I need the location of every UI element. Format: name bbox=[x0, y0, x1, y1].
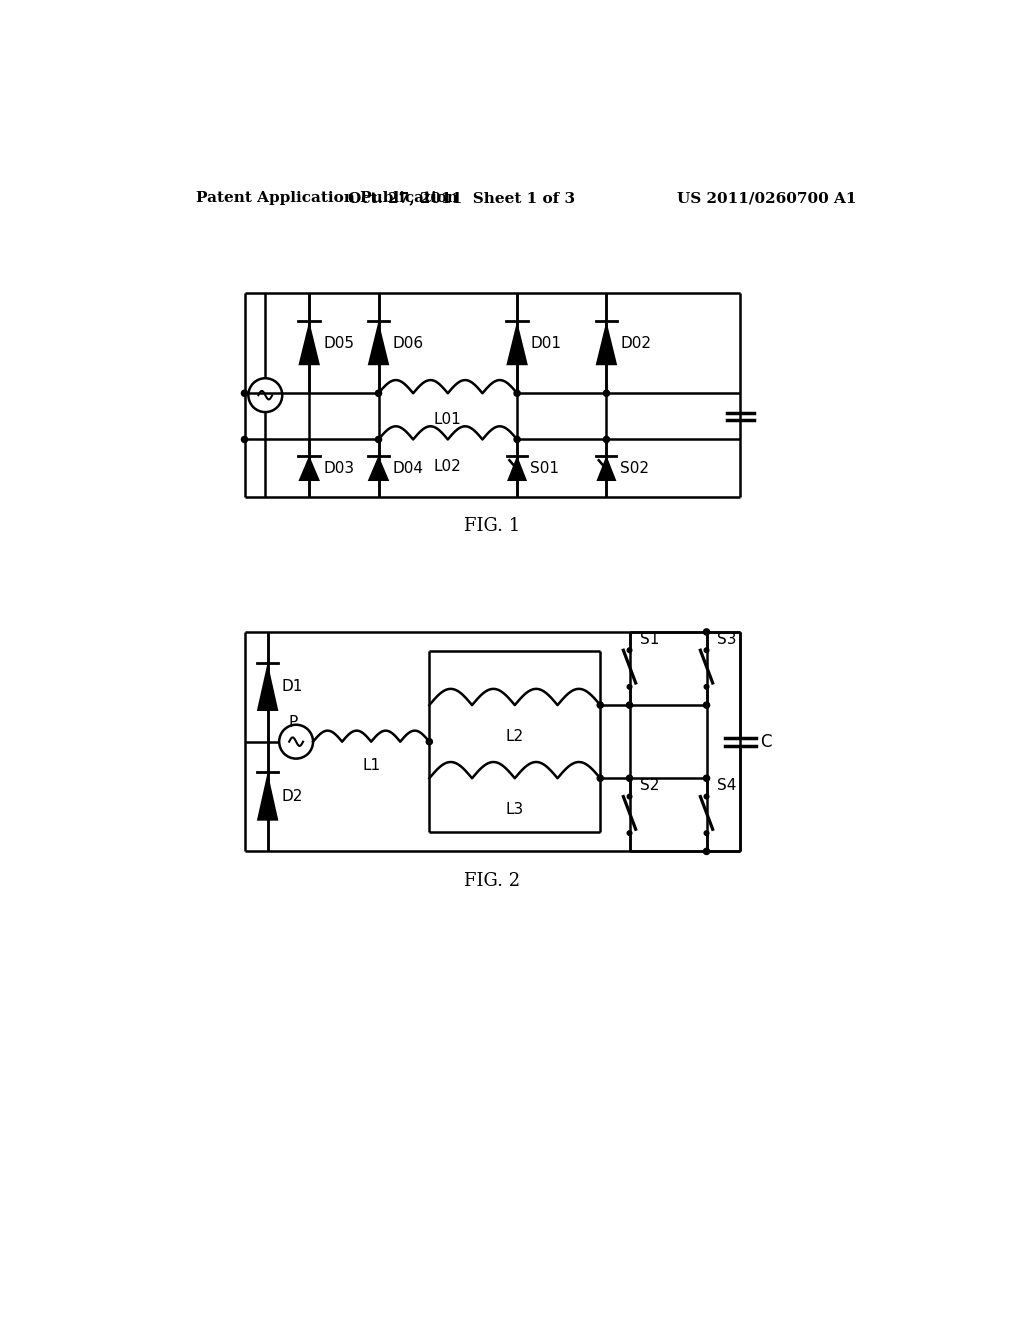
Text: D01: D01 bbox=[531, 335, 562, 351]
Polygon shape bbox=[368, 321, 389, 366]
Text: US 2011/0260700 A1: US 2011/0260700 A1 bbox=[677, 191, 857, 206]
Polygon shape bbox=[298, 455, 319, 480]
Text: D06: D06 bbox=[392, 335, 424, 351]
Circle shape bbox=[703, 702, 710, 709]
Text: FIG. 1: FIG. 1 bbox=[464, 517, 520, 536]
Text: S4: S4 bbox=[717, 779, 736, 793]
Circle shape bbox=[597, 702, 603, 709]
Circle shape bbox=[628, 685, 632, 689]
Text: Oct. 27, 2011  Sheet 1 of 3: Oct. 27, 2011 Sheet 1 of 3 bbox=[348, 191, 575, 206]
Polygon shape bbox=[506, 321, 528, 366]
Text: FIG. 2: FIG. 2 bbox=[465, 871, 520, 890]
Polygon shape bbox=[257, 772, 279, 821]
Circle shape bbox=[705, 830, 709, 836]
Text: L2: L2 bbox=[506, 729, 524, 743]
Circle shape bbox=[703, 775, 710, 781]
Circle shape bbox=[242, 391, 248, 396]
Circle shape bbox=[514, 437, 520, 442]
Circle shape bbox=[628, 648, 632, 652]
Circle shape bbox=[627, 775, 633, 781]
Text: D05: D05 bbox=[323, 335, 354, 351]
Text: D03: D03 bbox=[323, 461, 354, 475]
Circle shape bbox=[703, 628, 710, 635]
Text: L3: L3 bbox=[506, 801, 524, 817]
Circle shape bbox=[603, 391, 609, 396]
Text: D2: D2 bbox=[282, 789, 303, 804]
Circle shape bbox=[426, 739, 432, 744]
Text: S02: S02 bbox=[620, 461, 648, 475]
Circle shape bbox=[628, 830, 632, 836]
Polygon shape bbox=[257, 663, 279, 711]
Circle shape bbox=[703, 849, 710, 854]
Circle shape bbox=[627, 702, 633, 709]
Circle shape bbox=[705, 795, 709, 799]
Text: S3: S3 bbox=[717, 632, 737, 647]
Circle shape bbox=[242, 437, 248, 442]
Text: L1: L1 bbox=[362, 758, 380, 772]
Text: S2: S2 bbox=[640, 779, 659, 793]
Text: C: C bbox=[760, 733, 771, 751]
Circle shape bbox=[376, 391, 382, 396]
Circle shape bbox=[597, 775, 603, 781]
Circle shape bbox=[628, 795, 632, 799]
Polygon shape bbox=[368, 455, 389, 480]
Text: S1: S1 bbox=[640, 632, 659, 647]
Circle shape bbox=[376, 437, 382, 442]
Text: D02: D02 bbox=[621, 335, 651, 351]
Polygon shape bbox=[596, 321, 617, 366]
Text: P: P bbox=[289, 715, 298, 730]
Text: Patent Application Publication: Patent Application Publication bbox=[196, 191, 458, 206]
Circle shape bbox=[514, 391, 520, 396]
Polygon shape bbox=[507, 455, 527, 480]
Circle shape bbox=[705, 685, 709, 689]
Circle shape bbox=[603, 437, 609, 442]
Text: D04: D04 bbox=[392, 461, 423, 475]
Circle shape bbox=[705, 648, 709, 652]
Text: L02: L02 bbox=[434, 458, 462, 474]
Polygon shape bbox=[298, 321, 319, 366]
Text: L01: L01 bbox=[434, 412, 462, 428]
Text: D1: D1 bbox=[282, 680, 303, 694]
Text: S01: S01 bbox=[530, 461, 559, 475]
Polygon shape bbox=[596, 455, 616, 480]
